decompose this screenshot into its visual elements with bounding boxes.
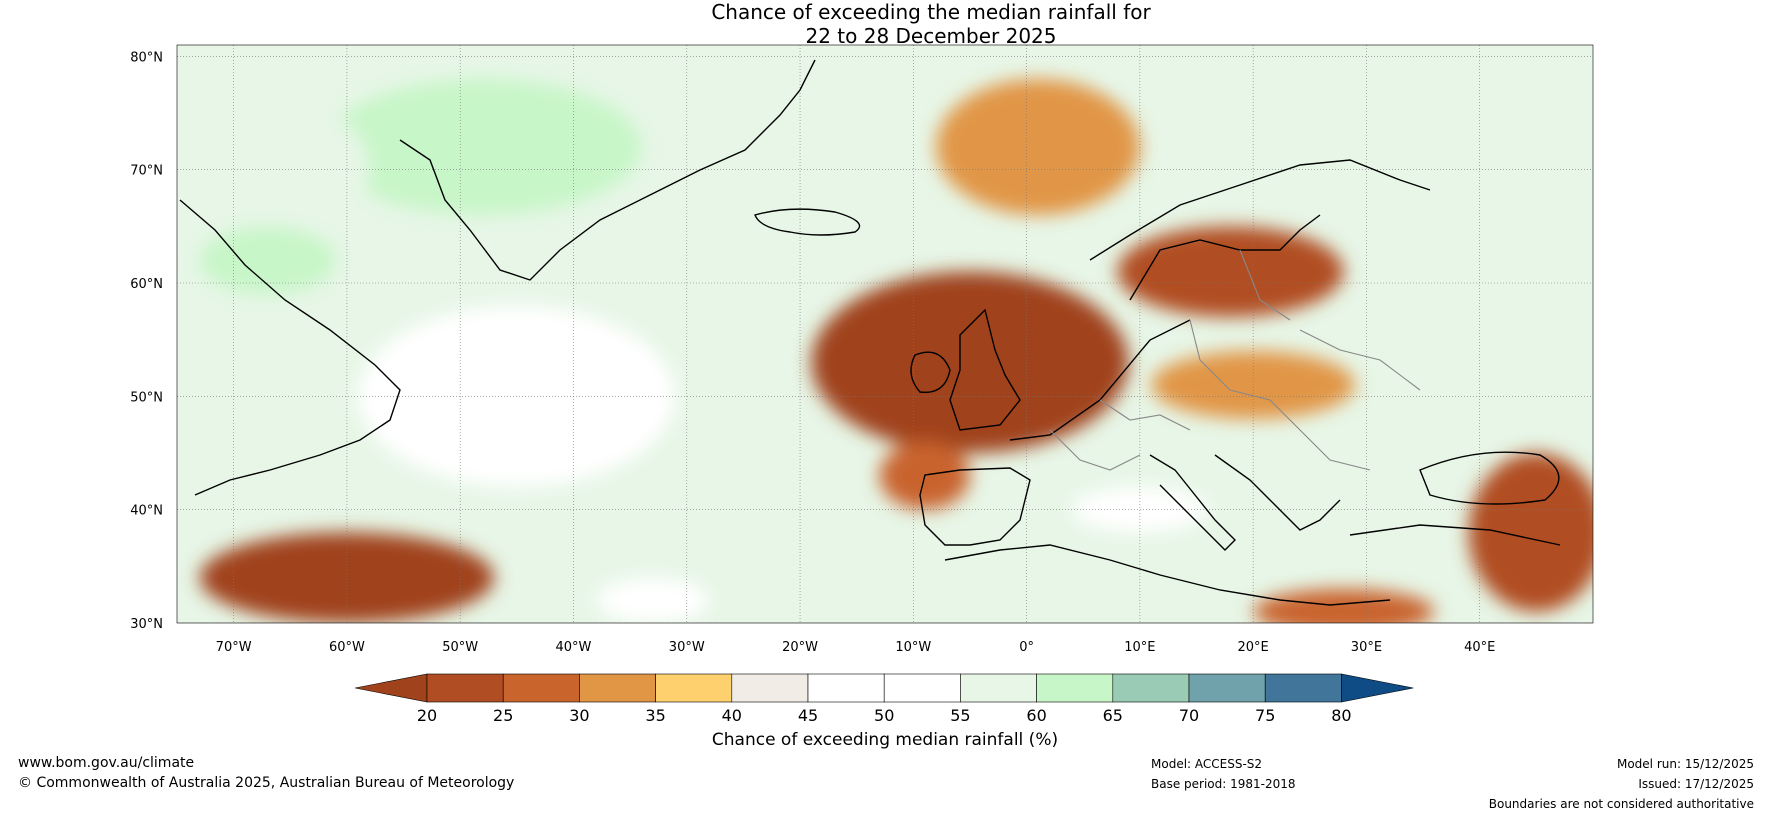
lat-label: 70°N [130,164,163,179]
lon-label: 40°W [556,640,592,655]
lon-label: 10°W [895,640,931,655]
legend-swatch [1264,673,1342,703]
title-line-1: Chance of exceeding the median rainfall … [711,0,1151,24]
footer-website: www.bom.gov.au/climate [18,755,195,771]
lat-label: 50°N [130,390,163,405]
lat-label: 30°N [130,617,163,632]
region-svalbard-sea-wet [1117,45,1299,91]
legend-swatch [502,673,580,703]
legend-tick-label: 55 [950,706,970,725]
legend-colorbar [354,673,1414,703]
legend-swatch [1188,673,1266,703]
lat-label: 40°N [130,504,163,519]
legend-tick-label: 45 [798,706,818,725]
footer-base-period: Base period: 1981-2018 [1151,777,1296,791]
black-sea-coastline [1419,451,1560,505]
region-north-atlantic-dry [811,271,1129,453]
legend-tick-label: 75 [1255,706,1275,725]
lon-label: 20°W [782,640,818,655]
lon-label: 30°W [669,640,705,655]
footer-disclaimer: Boundaries are not considered authoritat… [1488,797,1754,811]
legend-swatch [655,673,733,703]
lon-label: 20°E [1238,640,1269,655]
legend-swatch [426,673,504,703]
legend-extend-low [354,673,428,703]
lon-label: 30°E [1351,640,1382,655]
gridlines [177,45,1593,623]
legend-tick-label: 35 [645,706,665,725]
legend-swatch [1112,673,1190,703]
footer-issued: Issued: 17/12/2025 [1638,777,1754,791]
chart-title: Chance of exceeding the median rainfall … [0,0,1770,48]
lon-label: 10°E [1124,640,1155,655]
region-atlantic-southwest-dry [199,532,495,623]
italy-coastline [1149,454,1236,551]
lon-label: 0° [1019,640,1034,655]
legend-extend-high [1341,673,1414,703]
latitude-labels: 80°N 70°N 60°N 50°N 40°N 30°N [130,50,163,632]
iberia-coastline [919,467,1031,546]
footer-copyright: © Commonwealth of Australia 2025, Austra… [18,775,515,791]
iceland-coastline [754,208,861,236]
legend-tick-label: 70 [1179,706,1199,725]
legend-tick-label: 40 [722,706,742,725]
balkans-coastline [1214,454,1341,531]
britain-coastline [949,308,1021,431]
region-aegean-wet [1253,509,1322,555]
country-borders [1049,249,1421,471]
legend-swatch [579,673,656,703]
region-greenland-wet [324,79,642,215]
region-scandinavia-dry [1117,226,1344,317]
region-iceland-sea-dry [935,79,1140,215]
legend-tick-label: 50 [874,706,894,725]
lon-label: 60°W [329,640,365,655]
north-africa-coastline [944,544,1391,606]
legend-tick-label: 80 [1331,706,1351,725]
legend-label: Chance of exceeding median rainfall (%) [712,730,1058,750]
footer-model-run: Model run: 15/12/2025 [1616,757,1754,771]
turkey-coastline [1349,524,1561,546]
legend-tick-label: 60 [1026,706,1046,725]
legend-swatch [960,673,1037,703]
region-north-africa-dry [1253,589,1435,623]
coastlines [179,59,1561,606]
legend-tick-label: 25 [493,706,513,725]
ireland-coastline [910,351,951,394]
lon-label: 40°E [1464,640,1495,655]
legend-swatch [807,673,885,703]
legend-swatch [731,673,809,703]
title-line-2: 22 to 28 December 2025 [805,24,1057,48]
legend-swatch [1036,673,1114,703]
legend-tick-label: 30 [569,706,589,725]
region-middle-east-dry [1468,453,1593,612]
map-frame [176,44,1594,624]
region-canaries-wet [596,577,710,623]
legend-tick-label: 65 [1103,706,1123,725]
greenland-coastline [399,59,816,281]
lat-label: 60°N [130,277,163,292]
legend-ticks: 20 25 30 35 40 45 50 55 60 65 70 75 80 [417,706,1352,725]
lon-label: 50°W [442,640,478,655]
longitude-labels: 70°W 60°W 50°W 40°W 30°W 20°W 10°W 0° 10°E 20°E 30… [216,640,1496,655]
lon-label: 70°W [216,640,252,655]
labrador-coastline [179,199,401,496]
legend-tick-label: 20 [417,706,437,725]
norway-coastline [1089,159,1431,261]
lat-label: 80°N [130,50,163,65]
legend-swatch [883,673,961,703]
footer-model: Model: ACCESS-S2 [1151,757,1263,771]
